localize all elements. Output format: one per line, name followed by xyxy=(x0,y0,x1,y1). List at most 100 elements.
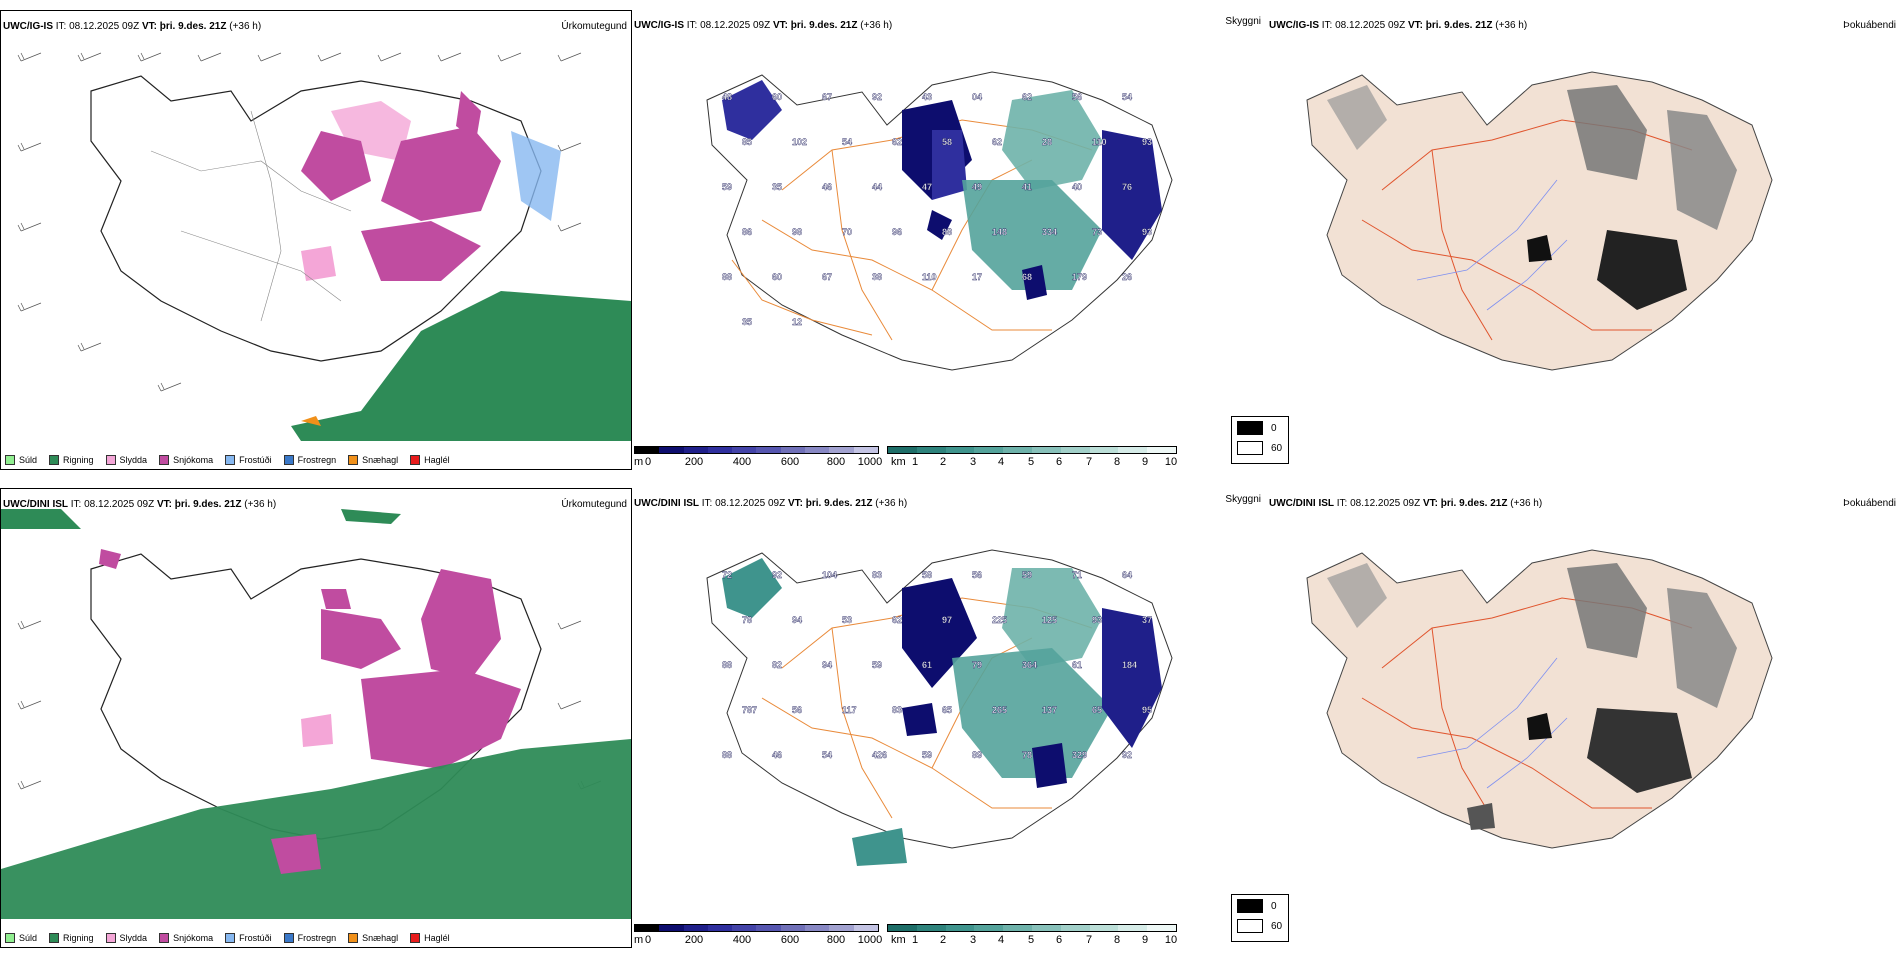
cloud-base-label: 49 xyxy=(972,182,982,192)
colorbar-tick: 1 xyxy=(911,456,919,468)
legend-swatch xyxy=(159,933,170,943)
cloud-base-label: 83 xyxy=(892,705,902,715)
wind-barbs xyxy=(17,52,602,392)
legend-item-hail: Haglél xyxy=(410,455,450,465)
legend-item-sleet: Slydda xyxy=(105,455,147,465)
cloud-base-label: 59 xyxy=(1022,570,1032,580)
height-color-step xyxy=(829,925,854,931)
legend-item-drizzle: Súld xyxy=(5,455,37,465)
cloud-base-label: 334 xyxy=(1042,227,1057,237)
cloud-base-label: 92 xyxy=(1122,750,1132,760)
height-color-step xyxy=(659,447,684,453)
cloud-base-labels: 48 60 67 92 43 04 62 56 54 85 102 54 62 58 62 28 110 93 59… xyxy=(722,92,1152,327)
cloud-base-label: 12 xyxy=(792,317,802,327)
legend-item-freezing-rain: Frostregn xyxy=(283,933,336,943)
colorbar-tick: 0 xyxy=(644,456,652,468)
legend-item-snow: Snjókoma xyxy=(159,455,213,465)
cloud-base-visibility-map: 72 92 104 83 58 56 59 71 64 78 94 53 62 97 225 125 93 37 8… xyxy=(706,549,1173,866)
fog-legend-item: 0 xyxy=(1237,421,1277,435)
height-color-step xyxy=(853,447,878,453)
vis-color-step xyxy=(888,447,917,453)
legend-item-rain: Rigning xyxy=(49,933,94,943)
cloud-base-label: 83 xyxy=(872,570,882,580)
precip-type-panel: UWC/IG-IS IT: 08.12.2025 09Z VT: þri. 9.… xyxy=(0,10,632,470)
colorbar-tick: 600 xyxy=(780,934,800,946)
cloud-base-label: 28 xyxy=(1042,137,1052,147)
vis-color-step xyxy=(916,925,946,931)
vis-color-step xyxy=(1060,447,1090,453)
cloud-base-label: 37 xyxy=(1142,615,1152,625)
fog-legend-item: 60 xyxy=(1237,919,1282,933)
colorbar-tick: 800 xyxy=(826,456,846,468)
fog-legend: 0 60 xyxy=(1231,894,1289,942)
height-color-step xyxy=(659,925,684,931)
cloud-base-label: 61 xyxy=(922,660,932,670)
colorbar-tick: 5 xyxy=(1027,456,1035,468)
height-color-step xyxy=(829,447,854,453)
panel-title: Skyggni xyxy=(1225,494,1261,505)
cloud-base-label: 184 xyxy=(1122,660,1137,670)
vis-color-step xyxy=(1031,925,1061,931)
legend-swatch xyxy=(225,933,236,943)
cloud-base-label: 62 xyxy=(992,137,1002,147)
precip-map xyxy=(17,52,631,441)
colorbar-tick: 6 xyxy=(1055,456,1063,468)
fog-index-map xyxy=(1306,71,1773,371)
cloud-base-label: 61 xyxy=(1072,660,1082,670)
cloud-base-label: 78 xyxy=(1022,750,1032,760)
cloud-base-label: 82 xyxy=(772,660,782,670)
panel-header: UWC/DINI ISL IT: 08.12.2025 09Z VT: þri.… xyxy=(1269,498,1543,509)
height-color-step xyxy=(853,925,878,931)
cloud-base-label: 79 xyxy=(972,660,982,670)
visibility-panel: UWC/IG-IS IT: 08.12.2025 09Z VT: þri. 9.… xyxy=(632,10,1267,470)
colorbar-tick: 3 xyxy=(969,934,977,946)
vis-color-step xyxy=(888,925,917,931)
cloud-base-label: 117 xyxy=(842,705,857,715)
rivers xyxy=(1416,657,1568,789)
panel-title: Þokuábendi xyxy=(1843,20,1896,31)
cloud-base-label: 56 xyxy=(792,705,802,715)
cloud-base-label: 179 xyxy=(1072,272,1087,282)
precip-map xyxy=(1,509,631,919)
height-color-step xyxy=(707,925,733,931)
vis-color-step xyxy=(1118,447,1148,453)
cloud-base-label: 76 xyxy=(1122,182,1132,192)
cloud-base-labels: 72 92 104 83 58 56 59 71 64 78 94 53 62 97 225 125 93 37 8… xyxy=(722,570,1152,760)
cloud-base-label: 364 xyxy=(1022,660,1037,670)
colorbar-tick: 0 xyxy=(644,934,652,946)
legend-item-hail: Haglél xyxy=(410,933,450,943)
legend-swatch xyxy=(348,933,359,943)
legend-swatch xyxy=(5,933,15,943)
colorbar-tick: 1000 xyxy=(857,934,883,946)
colorbar-tick: 1000 xyxy=(857,456,883,468)
colorbar-unit: km xyxy=(891,456,906,468)
cloud-base-label: 59 xyxy=(872,660,882,670)
height-color-step xyxy=(780,925,806,931)
precip-legend: Súld Rigning Slydda Snjókoma Frostúði Fr… xyxy=(5,933,450,943)
cloud-base-label: 54 xyxy=(822,750,832,760)
cloud-base-label: 98 xyxy=(792,227,802,237)
legend-swatch xyxy=(105,455,116,465)
vis-color-step xyxy=(1003,447,1032,453)
legend-swatch xyxy=(283,933,294,943)
cloud-base-label: 41 xyxy=(1022,182,1032,192)
panel-header: UWC/IG-IS IT: 08.12.2025 09Z VT: þri. 9.… xyxy=(3,21,262,32)
legend-swatch xyxy=(5,455,15,465)
cloud-base-label: 92 xyxy=(772,570,782,580)
forecast-row-bottom: UWC/DINI ISL IT: 08.12.2025 09Z VT: þri.… xyxy=(0,488,1900,958)
panel-title: Úrkomutegund xyxy=(561,21,627,32)
visibility-colorbar: km 1 2 3 4 5 6 7 8 9 10 xyxy=(887,446,1177,472)
cloud-base-label: 54 xyxy=(842,137,852,147)
cloud-base-label: 59 xyxy=(722,182,732,192)
panel-header: UWC/DINI ISL IT: 08.12.2025 09Z VT: þri.… xyxy=(634,498,908,509)
fog-legend-swatch xyxy=(1237,441,1263,455)
colorbar-tick: 800 xyxy=(826,934,846,946)
cloud-base-label: 38 xyxy=(872,272,882,282)
height-color-step xyxy=(805,925,830,931)
vis-color-step xyxy=(945,925,975,931)
cloud-base-label: 53 xyxy=(842,615,852,625)
cloud-base-label: 93 xyxy=(1142,227,1152,237)
cloud-base-label: 48 xyxy=(722,92,732,102)
panel-header: UWC/IG-IS IT: 08.12.2025 09Z VT: þri. 9.… xyxy=(634,20,893,31)
fog-legend-item: 0 xyxy=(1237,899,1277,913)
